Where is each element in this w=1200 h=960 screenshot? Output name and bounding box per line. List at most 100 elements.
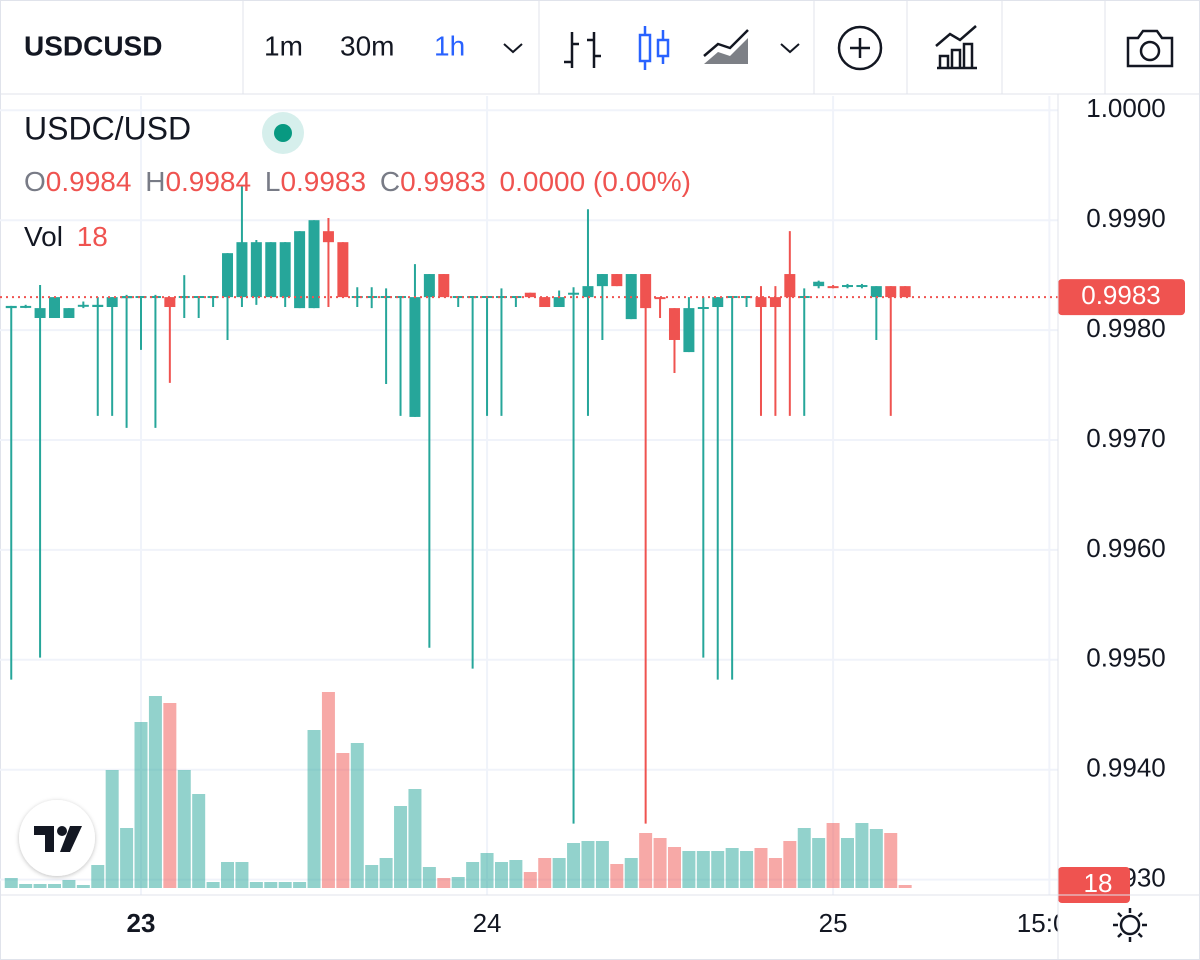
volume-bar <box>105 770 119 888</box>
candle-body <box>337 242 349 298</box>
volume-bar <box>408 789 422 888</box>
separators <box>242 0 1106 94</box>
candle-body <box>899 286 911 298</box>
candle-body <box>322 231 334 243</box>
settings[interactable] <box>1113 908 1147 942</box>
candle-body <box>452 296 464 299</box>
volume-bar <box>394 806 408 888</box>
candle-body <box>741 296 753 299</box>
y-tick-label: 0.9960 <box>1086 533 1166 563</box>
volume-bar <box>206 882 220 888</box>
interval[interactable]: 1h <box>434 30 465 61</box>
area-icon[interactable] <box>703 29 749 64</box>
candle-body <box>207 296 219 299</box>
volume-bar <box>293 882 307 888</box>
candle-body <box>34 308 46 319</box>
toolbar: USDCUSD 1m 30m 1h <box>0 0 1200 95</box>
candle-layer <box>0 185 1058 824</box>
candle-body <box>870 286 882 298</box>
volume-bar <box>783 841 797 888</box>
last-price-box <box>1058 279 1185 316</box>
volume-bar <box>725 848 739 888</box>
screenshot-icon[interactable] <box>1126 29 1174 68</box>
candle-body <box>438 274 450 298</box>
candle-body <box>668 308 680 340</box>
volume-bar <box>4 878 18 888</box>
volume-bar <box>667 847 681 888</box>
candle-body <box>106 297 118 308</box>
bars-icon[interactable] <box>564 32 601 68</box>
candle-body <box>539 297 551 308</box>
volume-bar <box>62 880 76 888</box>
volume-bar <box>740 851 754 888</box>
candle-body <box>813 281 825 287</box>
volume-bar <box>379 858 393 888</box>
volume-bar <box>422 867 436 888</box>
volume-legend: Vol 18 <box>24 221 108 252</box>
candle-body <box>596 274 608 287</box>
interval[interactable]: 1m <box>264 30 303 61</box>
volume-layer <box>4 692 912 888</box>
compare-icon[interactable] <box>935 25 977 70</box>
candle-body <box>77 304 89 307</box>
volume-bar <box>696 851 710 888</box>
volume-bar <box>639 833 653 888</box>
candle-body <box>308 220 320 309</box>
candle-body <box>769 297 781 308</box>
x-tick-label: 25 <box>819 908 848 938</box>
volume-bar <box>754 848 768 888</box>
volume-bar <box>76 885 90 888</box>
volume-bar <box>869 829 883 888</box>
y-tick-label: 1.0000 <box>1086 93 1166 123</box>
volume-bar <box>509 860 523 888</box>
low-label: L <box>265 166 281 197</box>
candle-body <box>755 297 767 308</box>
low-value: 0.9983 <box>280 166 366 197</box>
candle-body <box>20 305 32 308</box>
volume-bar <box>552 858 566 888</box>
volume-bar <box>91 865 105 888</box>
volume-bar <box>624 858 638 888</box>
price-axis: 1.0000 0.9990 0.9980 0.9970 0.9960 0.9950 0.99… <box>1058 93 1185 903</box>
interval[interactable]: 30m <box>340 30 394 61</box>
candle-body <box>265 242 277 298</box>
candle-body <box>5 305 17 309</box>
y-tick-label: 0.9950 <box>1086 643 1166 673</box>
volume-bar <box>365 865 379 888</box>
candle-body <box>395 296 407 299</box>
candle-body <box>164 297 176 308</box>
y-tick-label: 0.9990 <box>1086 203 1166 233</box>
volume-bar <box>840 838 854 888</box>
candles-icon[interactable] <box>638 26 670 70</box>
logo[interactable] <box>19 800 95 876</box>
volume-bar <box>884 833 898 888</box>
time-axis: 23 24 25 15:00 <box>127 908 1082 938</box>
symbol[interactable]: USDCUSD <box>24 30 162 61</box>
interval-menu[interactable] <box>503 43 523 54</box>
candle-body <box>409 297 421 417</box>
candle-body <box>222 253 234 298</box>
volume-bar <box>264 882 278 888</box>
x-tick-label: 15:00 <box>1017 908 1082 938</box>
candle-body <box>63 308 75 319</box>
candle-body <box>856 285 868 288</box>
volume-bar <box>898 885 912 888</box>
y-tick-label: 0.9970 <box>1086 423 1166 453</box>
candle-body <box>784 274 796 298</box>
high-value: 0.9984 <box>165 166 251 197</box>
volume-bar <box>163 703 177 888</box>
volume-bar <box>148 696 162 888</box>
volume-bar <box>480 853 494 888</box>
volume-bar <box>321 692 335 888</box>
candle-body <box>351 296 363 299</box>
type-menu[interactable] <box>780 43 800 54</box>
candle-body <box>49 297 61 319</box>
volume-bar <box>855 823 869 888</box>
add-indicator[interactable] <box>837 25 883 71</box>
volume-bar <box>826 823 840 888</box>
volume-bar <box>451 877 465 888</box>
candle-body <box>294 231 306 309</box>
candle-body <box>640 274 652 309</box>
candle-body <box>250 242 262 298</box>
intervals: 1m 30m 1h <box>264 30 465 61</box>
